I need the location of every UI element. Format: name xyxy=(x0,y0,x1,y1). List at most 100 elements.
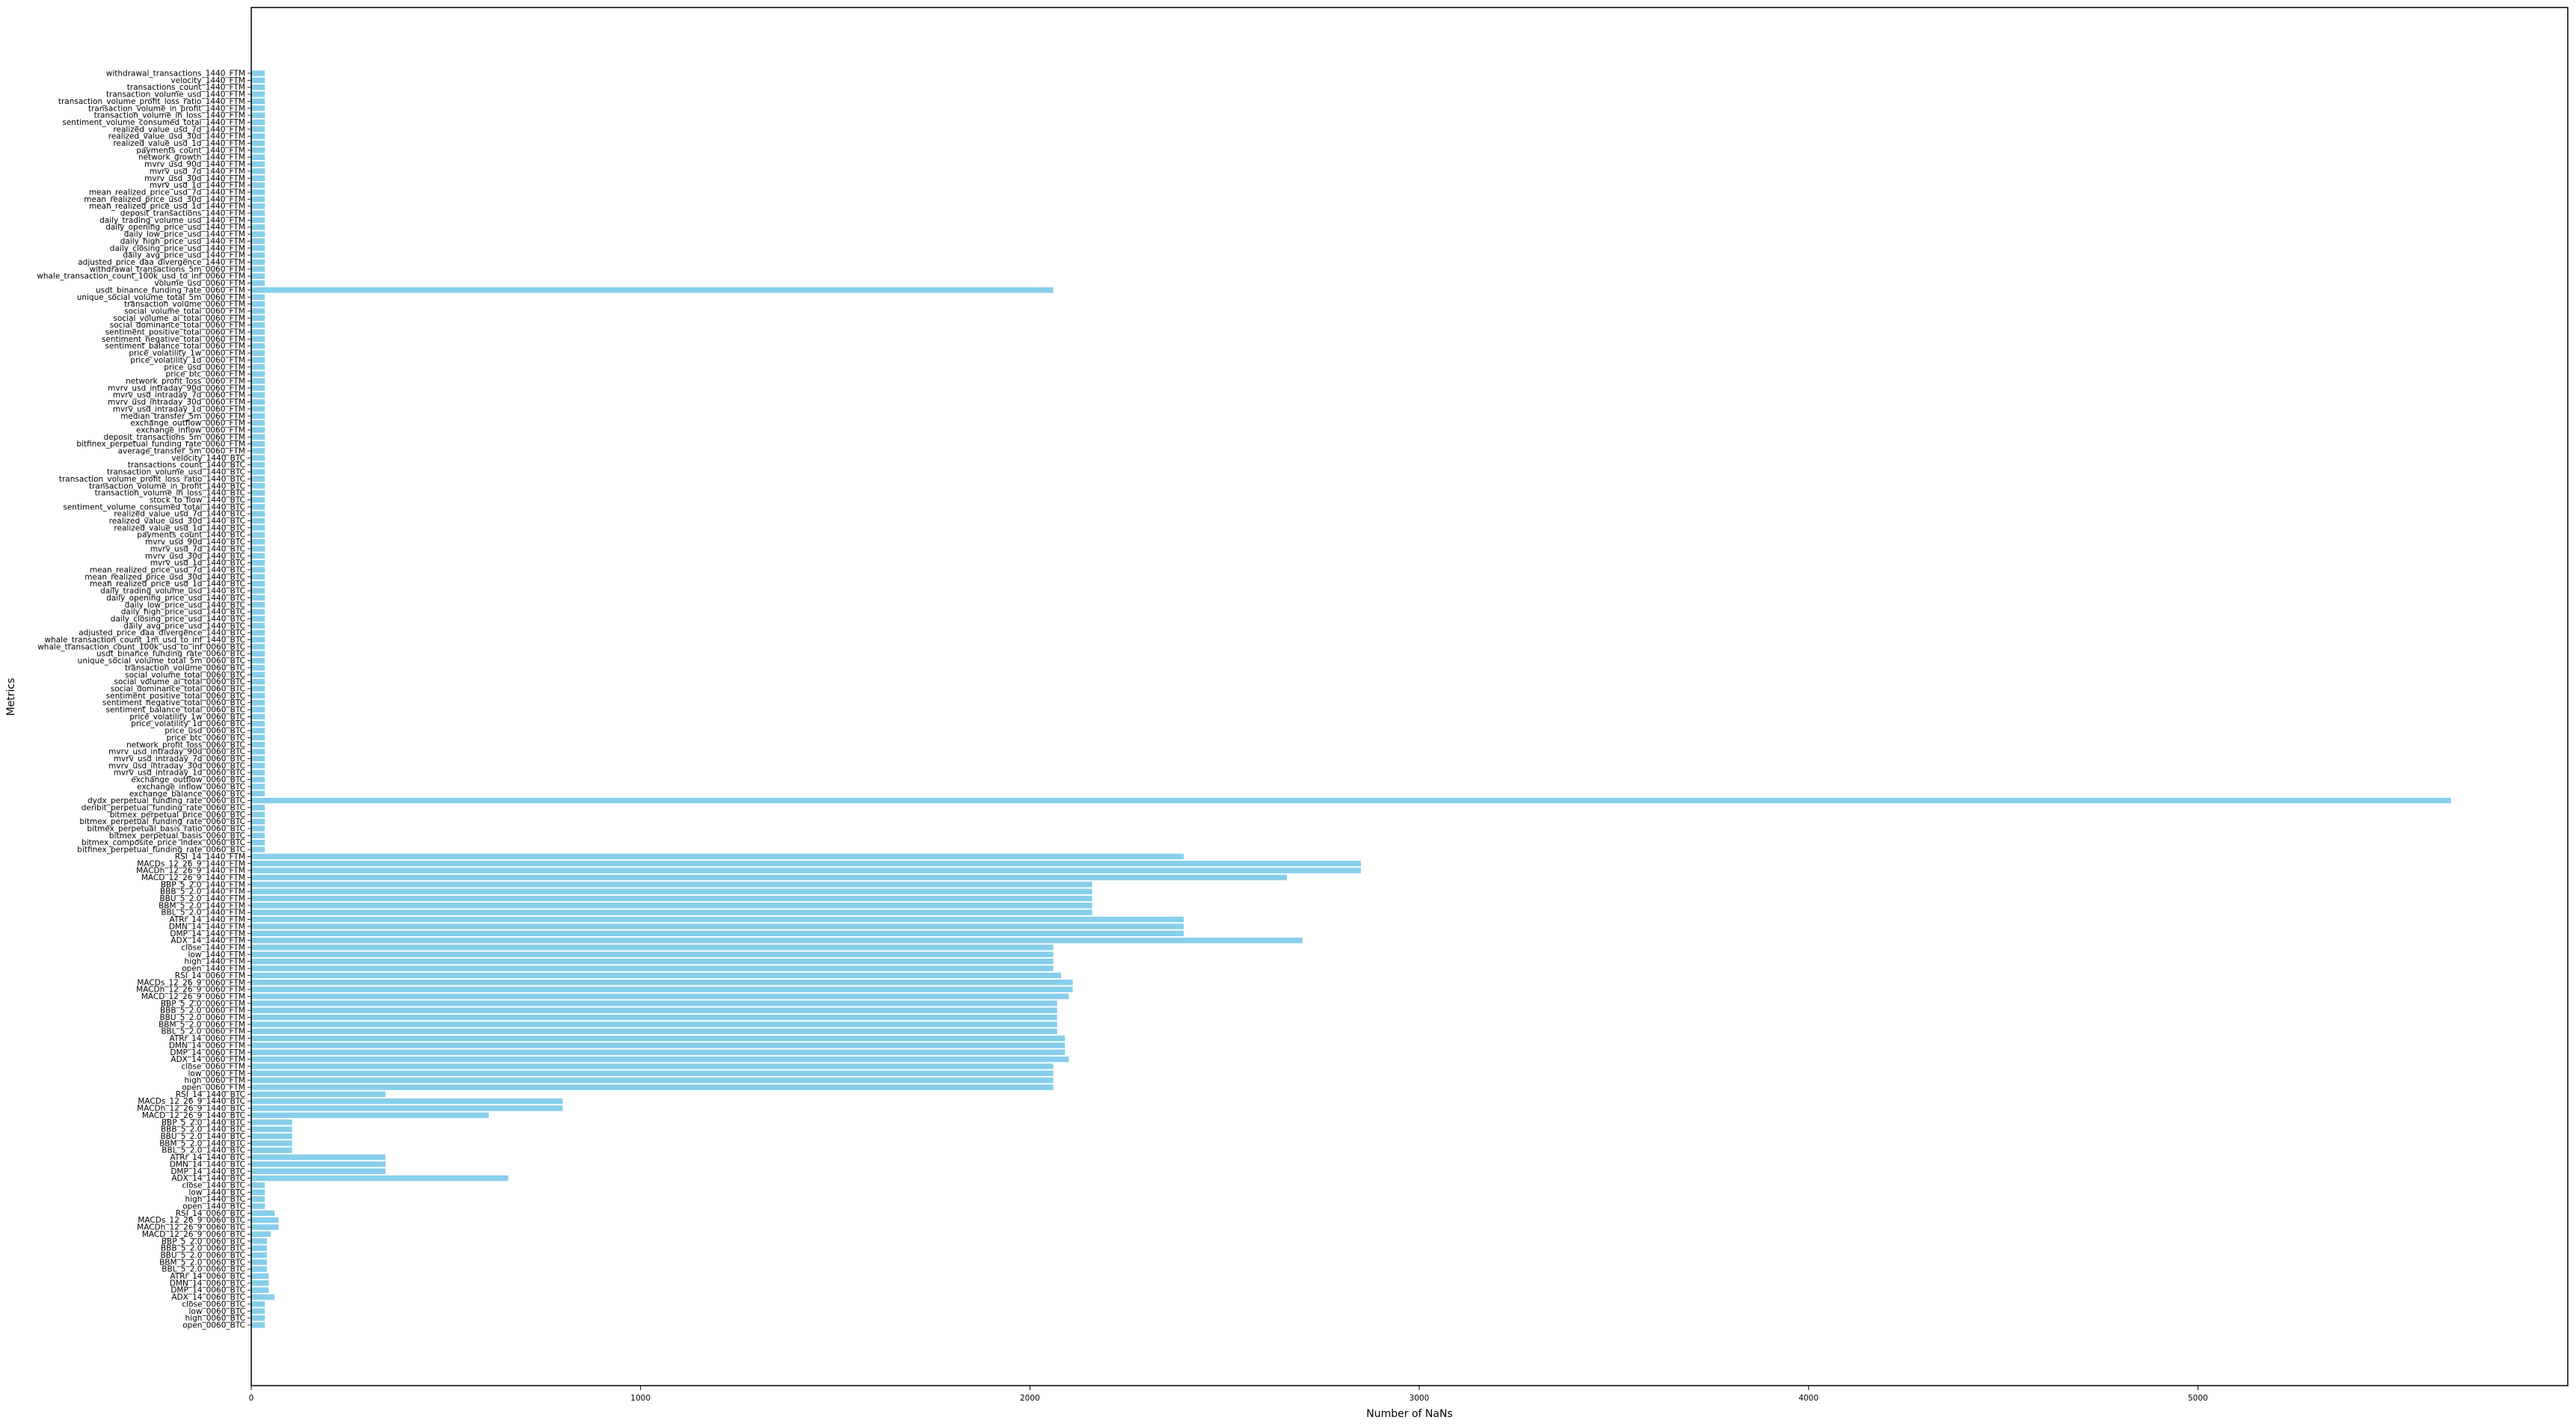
y-tick-label: sentiment_balance_total_0060_BTC xyxy=(106,706,245,715)
bar-network_profit_loss_0060_FTM xyxy=(251,378,265,384)
bar-network_growth_1440_FTM xyxy=(251,154,265,160)
bar-transaction_volume_in_loss_1440_BTC xyxy=(251,490,265,496)
y-tick-label: daily_opening_price_usd_1440_FTM xyxy=(105,223,245,232)
bar-MACDh_12_26_9_0060_BTC xyxy=(251,1224,279,1230)
y-tick-label: bitfinex_perpetual_funding_rate_0060_BTC xyxy=(77,846,245,855)
y-tick-label: mean_realized_price_usd_1d_1440_BTC xyxy=(90,580,245,588)
y-tick-label: exchange_inflow_0060_FTM xyxy=(136,425,245,434)
bar-transaction_volume_profit_loss_ratio_1440_FTM xyxy=(251,98,265,105)
bar-RSI_14_0060_BTC xyxy=(251,1210,275,1217)
y-tick-label: realized_value_usd_30d_1440_BTC xyxy=(109,517,245,526)
y-tick-label: velocity_1440_BTC xyxy=(171,454,245,463)
bar-daily_avg_price_usd_1440_FTM xyxy=(251,252,265,258)
y-tick-label: daily_high_price_usd_1440_FTM xyxy=(120,237,245,246)
bar-whale_transaction_count_100k_usd_to_inf_0060_BTC xyxy=(251,644,265,650)
bar-mvrv_usd_1d_1440_BTC xyxy=(251,559,265,566)
bar-mean_realized_price_usd_1d_1440_BTC xyxy=(251,580,265,587)
bar-BBL_5_2.0_0060_FTM xyxy=(251,1028,1057,1034)
y-tick-label: RSI_14_0060_FTM xyxy=(175,971,245,980)
y-tick-label: MACDs_12_26_9_0060_BTC xyxy=(138,1216,245,1225)
y-tick-label: sentiment_positive_total_0060_FTM xyxy=(105,328,245,337)
y-tick-label: ADX_14_0060_BTC xyxy=(171,1293,245,1302)
bar-mean_realized_price_usd_7d_1440_FTM xyxy=(251,189,265,195)
bar-close_1440_BTC xyxy=(251,1182,265,1188)
bar-transaction_volume_0060_FTM xyxy=(251,301,265,307)
bar-mvrv_usd_7d_1440_BTC xyxy=(251,546,265,552)
y-tick-label: ADX_14_1440_BTC xyxy=(171,1174,245,1183)
x-tick-label: 2000 xyxy=(1020,1394,1040,1403)
bar-bitmex_perpetual_funding_rate_0060_BTC xyxy=(251,818,265,825)
bar-adjusted_price_daa_divergence_1440_BTC xyxy=(251,630,265,636)
bar-MACDs_12_26_9_0060_FTM xyxy=(251,980,1073,986)
bar-mean_realized_price_usd_1d_1440_FTM xyxy=(251,203,265,209)
y-tick-label: BBU_5_2.0_0060_FTM xyxy=(159,1013,245,1022)
bar-daily_high_price_usd_1440_BTC xyxy=(251,609,265,615)
y-tick-label: deposit_transactions_5m_0060_FTM xyxy=(104,433,245,442)
y-tick-label: mvrv_usd_30d_1440_BTC xyxy=(145,552,245,561)
y-tick-label: MACD_12_26_9_1440_FTM xyxy=(141,873,245,882)
y-tick-label: bitmex_perpetual_price_0060_BTC xyxy=(110,811,245,820)
bar-unique_social_volume_total_5m_0060_BTC xyxy=(251,657,265,664)
bar-price_volatility_1w_0060_BTC xyxy=(251,713,265,720)
bar-payments_count_1440_BTC xyxy=(251,532,265,538)
bar-transaction_volume_0060_BTC xyxy=(251,665,265,671)
bar-mvrv_usd_intraday_90d_0060_FTM xyxy=(251,385,265,391)
y-tick-label: low_1440_FTM xyxy=(188,950,245,959)
bar-exchange_inflow_0060_BTC xyxy=(251,784,265,790)
bar-withdrawal_transactions_5m_0060_FTM xyxy=(251,266,265,272)
y-tick-label: BBB_5_2.0_1440_FTM xyxy=(160,888,245,897)
y-tick-label: daily_high_price_usd_1440_BTC xyxy=(121,608,245,617)
bar-realized_value_usd_7d_1440_BTC xyxy=(251,511,265,517)
bar-ATRr_14_1440_FTM xyxy=(251,916,1184,923)
y-tick-label: usdt_binance_funding_rate_0060_BTC xyxy=(96,650,245,659)
bar-dydx_perpetual_funding_rate_0060_BTC xyxy=(251,797,2451,804)
bar-mvrv_usd_intraday_7d_0060_BTC xyxy=(251,755,265,762)
bar-DMN_14_1440_FTM xyxy=(251,923,1184,929)
y-tick-label: network_profit_loss_0060_BTC xyxy=(126,740,245,749)
bar-daily_high_price_usd_1440_FTM xyxy=(251,238,265,245)
y-tick-label: adjusted_price_daa_divergence_1440_BTC xyxy=(79,629,245,638)
y-tick-label: high_1440_FTM xyxy=(185,957,245,966)
bar-open_0060_BTC xyxy=(251,1322,265,1328)
y-tick-label: open_0060_FTM xyxy=(182,1084,245,1092)
y-tick-label: transaction_volume_in_profit_1440_FTM xyxy=(88,104,245,113)
bar-BBM_5_2.0_1440_BTC xyxy=(251,1140,292,1146)
bar-BBB_5_2.0_1440_FTM xyxy=(251,888,1092,894)
bar-price_volatility_1w_0060_FTM xyxy=(251,350,265,356)
y-tick-label: exchange_balance_0060_BTC xyxy=(129,790,245,799)
bar-DMP_14_0060_BTC xyxy=(251,1287,269,1293)
y-ticks-group: open_0060_BTChigh_0060_BTClow_0060_BTCcl… xyxy=(37,70,251,1330)
y-tick-label: close_1440_FTM xyxy=(181,943,245,952)
bar-ATRr_14_1440_BTC xyxy=(251,1154,386,1161)
y-tick-label: ATRr_14_0060_BTC xyxy=(170,1272,245,1281)
y-tick-label: deribit_perpetual_funding_rate_0060_BTC xyxy=(82,803,245,812)
bar-high_1440_BTC xyxy=(251,1196,265,1202)
bar-price_btc_0060_BTC xyxy=(251,734,265,741)
y-tick-label: MACDh_12_26_9_0060_BTC xyxy=(137,1223,245,1232)
bar-DMN_14_0060_BTC xyxy=(251,1280,269,1286)
y-tick-label: realized_value_usd_7d_1440_BTC xyxy=(114,510,245,519)
y-tick-label: mean_realized_price_usd_1d_1440_FTM xyxy=(89,202,245,211)
bar-mean_realized_price_usd_30d_1440_FTM xyxy=(251,196,265,203)
bar-MACDs_12_26_9_0060_BTC xyxy=(251,1217,279,1223)
bar-ADX_14_0060_FTM xyxy=(251,1056,1069,1063)
y-tick-label: mvrv_usd_1d_1440_BTC xyxy=(150,559,245,568)
y-tick-label: ATRr_14_1440_BTC xyxy=(170,1153,245,1162)
y-tick-label: sentiment_volume_consumed_total_1440_FTM xyxy=(62,118,245,127)
y-tick-label: sentiment_negative_total_0060_BTC xyxy=(102,698,245,707)
bar-mvrv_usd_30d_1440_BTC xyxy=(251,553,265,559)
bar-social_dominance_total_0060_BTC xyxy=(251,686,265,692)
bar-stock_to_flow_1440_BTC xyxy=(251,497,265,503)
bar-mvrv_usd_intraday_30d_0060_FTM xyxy=(251,399,265,405)
bar-MACDs_12_26_9_1440_FTM xyxy=(251,861,1361,867)
y-tick-label: transaction_volume_0060_FTM xyxy=(124,300,245,309)
bar-daily_trading_volume_usd_1440_FTM xyxy=(251,217,265,224)
y-tick-label: BBB_5_2.0_0060_FTM xyxy=(160,1007,245,1015)
y-tick-label: MACD_12_26_9_0060_FTM xyxy=(141,992,245,1001)
bar-DMN_14_0060_FTM xyxy=(251,1042,1066,1048)
bar-sentiment_volume_consumed_total_1440_FTM xyxy=(251,119,265,126)
bar-BBU_5_2.0_0060_FTM xyxy=(251,1014,1057,1021)
bar-transaction_volume_profit_loss_ratio_1440_BTC xyxy=(251,476,265,482)
y-tick-label: mvrv_usd_30d_1440_FTM xyxy=(144,174,245,183)
bar-BBP_5_2.0_0060_FTM xyxy=(251,1001,1057,1007)
